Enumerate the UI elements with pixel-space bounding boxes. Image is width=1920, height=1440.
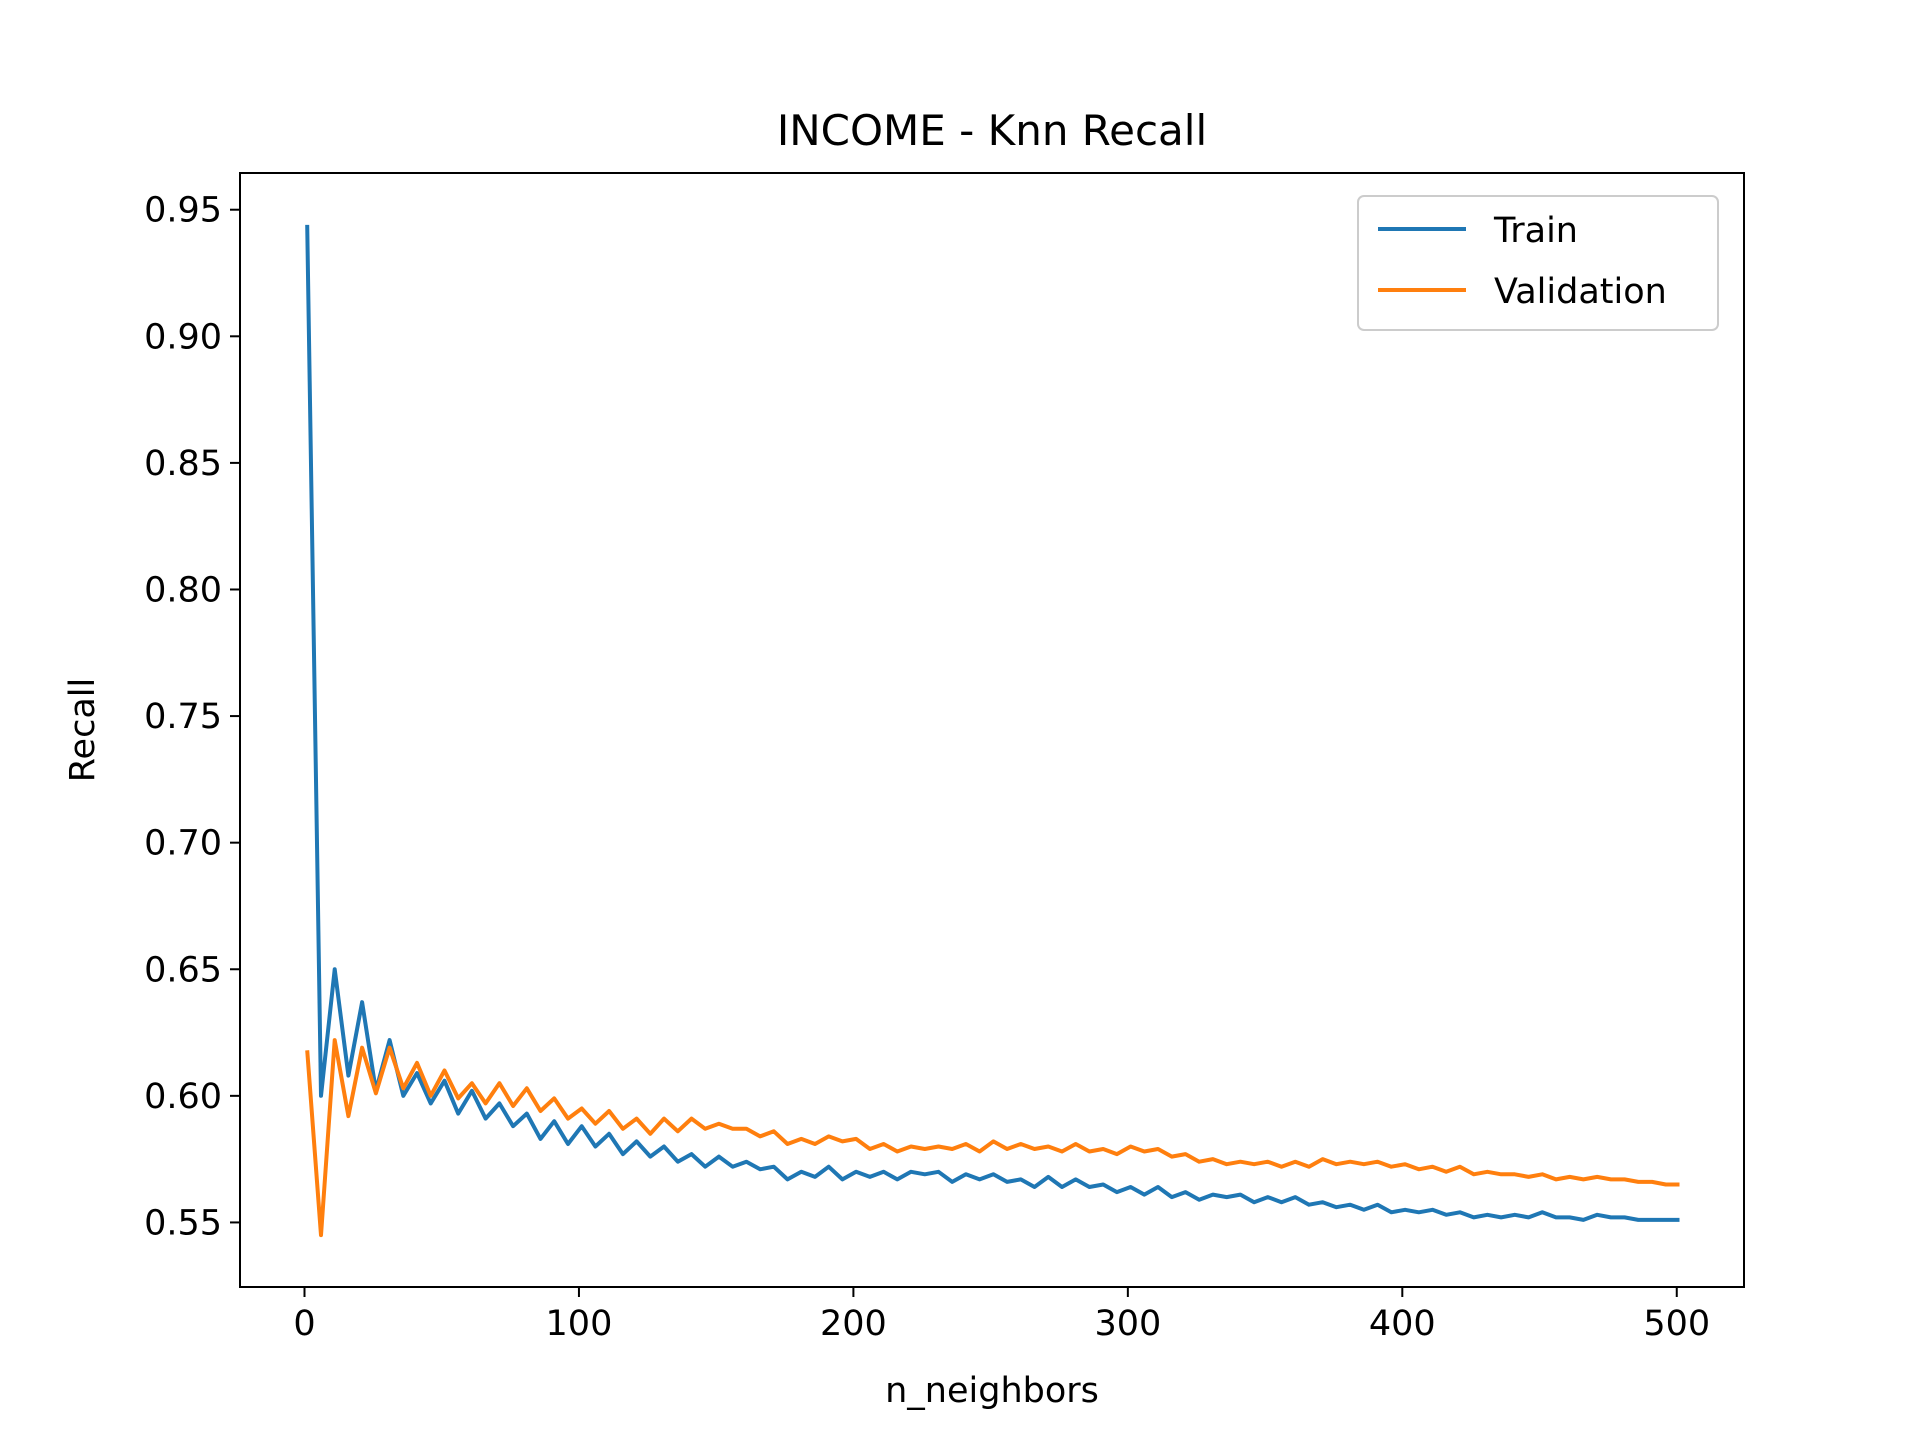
x-tick-label: 200 [820, 1304, 887, 1344]
legend: Train Validation [1357, 195, 1719, 331]
x-axis-title: n_neighbors [885, 1371, 1099, 1411]
y-axis: 0.55 0.60 0.65 0.70 0.75 0.80 0.85 0.90 0.95 [144, 191, 240, 1243]
legend-label-train: Train [1493, 211, 1578, 251]
y-tick-label: 0.65 [144, 950, 222, 990]
y-tick-label: 0.95 [144, 191, 222, 231]
y-tick-label: 0.90 [144, 317, 222, 357]
x-tick-label: 0 [293, 1304, 315, 1344]
y-tick-label: 0.60 [144, 1077, 222, 1117]
series-line-train [305, 224, 1680, 1222]
series-layer [305, 224, 1680, 1238]
y-tick-label: 0.85 [144, 444, 222, 484]
series-line-validation [305, 1038, 1680, 1238]
y-tick-label: 0.75 [144, 697, 222, 737]
y-tick-label: 0.80 [144, 570, 222, 610]
plot-frame [239, 172, 1745, 1288]
x-tick-label: 400 [1369, 1304, 1436, 1344]
x-tick-label: 300 [1094, 1304, 1161, 1344]
legend-label-validation: Validation [1494, 272, 1667, 312]
x-axis: 0 100 200 300 400 500 [293, 1287, 1710, 1344]
y-tick-label: 0.55 [144, 1203, 222, 1243]
x-tick-label: 100 [546, 1304, 613, 1344]
y-tick-label: 0.70 [144, 824, 222, 864]
chart-title: INCOME - Knn Recall [777, 106, 1207, 155]
x-tick-label: 500 [1643, 1304, 1710, 1344]
y-axis-title: Recall [63, 678, 103, 782]
